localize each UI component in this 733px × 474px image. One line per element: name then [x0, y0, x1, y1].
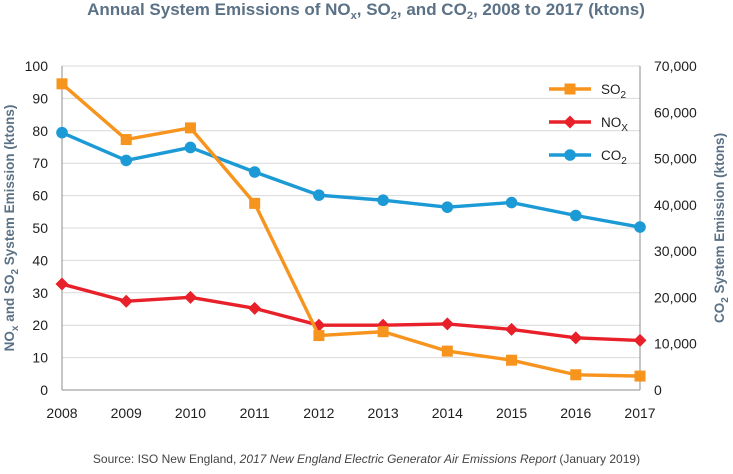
y-left-tick-label: 20	[32, 317, 48, 333]
y-left-tick-label: 40	[32, 252, 48, 268]
y-left-tick-label: 60	[32, 188, 48, 204]
so2-data-point	[184, 122, 196, 134]
y-left-tick-label: 50	[32, 220, 48, 236]
y-right-tick-label: 30,000	[654, 243, 697, 259]
nox-data-point	[440, 317, 454, 331]
y-right-tick-label: 60,000	[654, 104, 697, 120]
legend-nox-label: NOX	[601, 115, 628, 134]
axes: 0 10 20 30 40 50 60 70 80 90 100 0 10,000 20,000 30,00…	[25, 58, 697, 421]
x-tick-label: 2014	[432, 405, 463, 421]
y-left-tick-label: 10	[32, 350, 48, 366]
so2-data-point	[506, 354, 518, 366]
legend-so2-label: SO2	[601, 82, 627, 101]
y-axis-right-label: CO2 System Emission (ktons)	[712, 133, 731, 323]
x-tick-label: 2008	[46, 405, 77, 421]
co2-data-point	[313, 189, 325, 201]
y-axis-left-label: NOx and SO2 System Emission (ktons)	[2, 105, 21, 352]
so2-data-point	[249, 197, 261, 209]
so2-data-point	[120, 134, 132, 146]
co2-series-line	[61, 131, 641, 229]
y-left-tick-label: 70	[32, 155, 48, 171]
nox-data-point	[183, 290, 197, 304]
chart-title: Annual System Emissions of NOx, SO2, and…	[87, 0, 645, 22]
y-right-tick-label: 20,000	[654, 289, 697, 305]
so2-data-point	[634, 370, 646, 382]
x-tick-label: 2016	[560, 405, 591, 421]
x-tick-label: 2011	[240, 405, 270, 421]
x-tick-label: 2010	[175, 405, 206, 421]
nox-series-line	[61, 282, 641, 343]
nox-data-point	[505, 322, 519, 336]
y-right-tick-label: 70,000	[654, 58, 697, 74]
nox-data-point	[633, 333, 647, 347]
legend: SO2 NOX CO2	[549, 82, 628, 167]
y-left-tick-label: 100	[25, 58, 49, 74]
co2-data-point	[505, 196, 518, 209]
co2-data-point	[120, 154, 133, 167]
legend-co2-label: CO2	[601, 148, 627, 167]
co2-data-point	[441, 201, 454, 213]
x-tick-label: 2012	[303, 405, 334, 421]
co2-data-point	[56, 126, 68, 139]
y-right-tick-label: 10,000	[654, 336, 697, 352]
nox-data-point	[55, 277, 69, 291]
co2-data-point	[248, 166, 261, 178]
y-left-tick-label: 0	[40, 382, 48, 398]
x-tick-label: 2015	[496, 405, 527, 421]
nox-data-point	[119, 294, 133, 308]
y-right-tick-label: 40,000	[654, 197, 697, 213]
so2-data-point	[313, 330, 325, 342]
x-tick-label: 2009	[111, 405, 142, 421]
x-tick-label: 2013	[368, 405, 399, 421]
legend-item-so2: SO2	[549, 82, 627, 101]
co2-data-point	[634, 221, 646, 233]
legend-item-co2: CO2	[549, 148, 627, 167]
nox-data-point	[569, 331, 583, 345]
so2-data-point	[377, 326, 389, 338]
co2-data-point	[569, 209, 582, 222]
so2-data-point	[56, 78, 68, 90]
x-tick-label: 2017	[624, 405, 655, 421]
nox-data-point	[248, 301, 262, 315]
co2-data-point	[377, 194, 389, 207]
legend-co2-marker	[564, 149, 576, 161]
y-left-tick-label: 90	[32, 90, 48, 106]
y-right-tick-label: 0	[654, 382, 662, 398]
so2-data-point	[441, 345, 453, 357]
series-group	[55, 78, 647, 382]
so2-data-point	[570, 369, 582, 381]
co2-data-point	[184, 141, 197, 154]
y-left-tick-label: 80	[32, 123, 48, 139]
legend-item-nox: NOX	[549, 115, 628, 134]
legend-nox-marker	[563, 115, 577, 129]
source-citation: Source: ISO New England, 2017 New Englan…	[92, 452, 641, 466]
legend-so2-marker	[564, 83, 576, 95]
grid-lines	[62, 65, 640, 359]
y-left-tick-label: 30	[32, 285, 48, 301]
y-right-tick-label: 50,000	[654, 151, 697, 167]
so2-series-line	[60, 82, 641, 378]
